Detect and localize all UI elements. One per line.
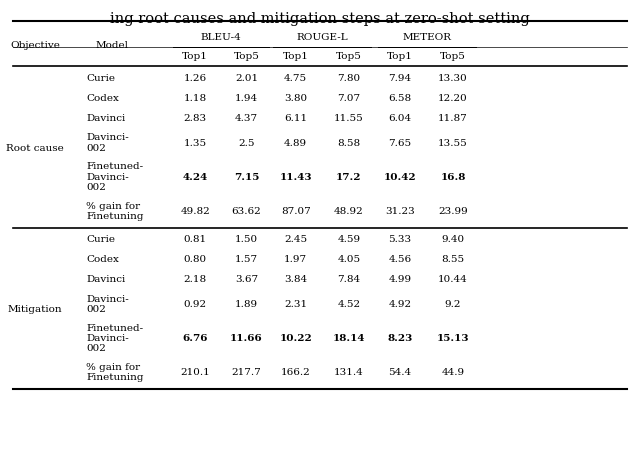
- Text: Codex: Codex: [86, 255, 119, 264]
- Text: 131.4: 131.4: [334, 368, 364, 377]
- Text: 16.8: 16.8: [440, 173, 466, 182]
- Text: Objective: Objective: [10, 41, 60, 49]
- Text: 17.2: 17.2: [336, 173, 362, 182]
- Text: 4.99: 4.99: [388, 275, 412, 284]
- Text: 44.9: 44.9: [442, 368, 465, 377]
- Text: 10.44: 10.44: [438, 275, 468, 284]
- Text: 1.35: 1.35: [184, 139, 207, 147]
- Text: 166.2: 166.2: [281, 368, 310, 377]
- Text: 4.52: 4.52: [337, 300, 360, 309]
- Text: Top5: Top5: [234, 53, 259, 61]
- Text: 15.13: 15.13: [437, 334, 469, 343]
- Text: 4.05: 4.05: [337, 255, 360, 264]
- Text: % gain for
Finetuning: % gain for Finetuning: [86, 202, 144, 221]
- Text: 4.92: 4.92: [388, 300, 412, 309]
- Text: 3.80: 3.80: [284, 94, 307, 103]
- Text: 49.82: 49.82: [180, 207, 210, 216]
- Text: Davinci: Davinci: [86, 275, 125, 284]
- Text: Top5: Top5: [440, 53, 466, 61]
- Text: 5.33: 5.33: [388, 236, 412, 244]
- Text: 6.76: 6.76: [182, 334, 208, 343]
- Text: 0.81: 0.81: [184, 236, 207, 244]
- Text: Model: Model: [95, 41, 129, 49]
- Text: 10.42: 10.42: [384, 173, 416, 182]
- Text: 7.94: 7.94: [388, 74, 412, 83]
- Text: 9.2: 9.2: [445, 300, 461, 309]
- Text: 7.84: 7.84: [337, 275, 360, 284]
- Text: 4.89: 4.89: [284, 139, 307, 147]
- Text: 6.11: 6.11: [284, 114, 307, 123]
- Text: 23.99: 23.99: [438, 207, 468, 216]
- Text: 87.07: 87.07: [281, 207, 310, 216]
- Text: 0.80: 0.80: [184, 255, 207, 264]
- Text: 2.01: 2.01: [235, 74, 258, 83]
- Text: 2.5: 2.5: [238, 139, 255, 147]
- Text: Root cause: Root cause: [6, 144, 64, 153]
- Text: 8.58: 8.58: [337, 139, 360, 147]
- Text: 1.97: 1.97: [284, 255, 307, 264]
- Text: 2.45: 2.45: [284, 236, 307, 244]
- Text: 3.84: 3.84: [284, 275, 307, 284]
- Text: Curie: Curie: [86, 236, 115, 244]
- Text: Codex: Codex: [86, 94, 119, 103]
- Text: 8.55: 8.55: [442, 255, 465, 264]
- Text: 8.23: 8.23: [387, 334, 413, 343]
- Text: % gain for
Finetuning: % gain for Finetuning: [86, 363, 144, 382]
- Text: Top1: Top1: [283, 53, 308, 61]
- Text: Davinci: Davinci: [86, 114, 125, 123]
- Text: 6.04: 6.04: [388, 114, 412, 123]
- Text: 217.7: 217.7: [232, 368, 261, 377]
- Text: Finetuned-
Davinci-
002: Finetuned- Davinci- 002: [86, 163, 143, 192]
- Text: 1.50: 1.50: [235, 236, 258, 244]
- Text: 4.24: 4.24: [182, 173, 208, 182]
- Text: 2.18: 2.18: [184, 275, 207, 284]
- Text: 1.94: 1.94: [235, 94, 258, 103]
- Text: 13.55: 13.55: [438, 139, 468, 147]
- Text: Curie: Curie: [86, 74, 115, 83]
- Text: 1.89: 1.89: [235, 300, 258, 309]
- Text: Mitigation: Mitigation: [8, 305, 63, 314]
- Text: 31.23: 31.23: [385, 207, 415, 216]
- Text: 12.20: 12.20: [438, 94, 468, 103]
- Text: 2.31: 2.31: [284, 300, 307, 309]
- Text: 6.58: 6.58: [388, 94, 412, 103]
- Text: 7.07: 7.07: [337, 94, 360, 103]
- Text: Top5: Top5: [336, 53, 362, 61]
- Text: Davinci-
002: Davinci- 002: [86, 134, 129, 153]
- Text: BLEU-4: BLEU-4: [200, 34, 241, 42]
- Text: 11.87: 11.87: [438, 114, 468, 123]
- Text: 11.66: 11.66: [230, 334, 263, 343]
- Text: METEOR: METEOR: [402, 34, 451, 42]
- Text: Finetuned-
Davinci-
002: Finetuned- Davinci- 002: [86, 324, 143, 353]
- Text: 1.57: 1.57: [235, 255, 258, 264]
- Text: 4.59: 4.59: [337, 236, 360, 244]
- Text: 1.18: 1.18: [184, 94, 207, 103]
- Text: 3.67: 3.67: [235, 275, 258, 284]
- Text: 11.43: 11.43: [280, 173, 312, 182]
- Text: 48.92: 48.92: [334, 207, 364, 216]
- Text: 9.40: 9.40: [442, 236, 465, 244]
- Text: 7.15: 7.15: [234, 173, 259, 182]
- Text: ing root causes and mitigation steps at zero-shot setting: ing root causes and mitigation steps at …: [110, 12, 530, 26]
- Text: 2.83: 2.83: [184, 114, 207, 123]
- Text: 0.92: 0.92: [184, 300, 207, 309]
- Text: 4.37: 4.37: [235, 114, 258, 123]
- Text: Top1: Top1: [387, 53, 413, 61]
- Text: 13.30: 13.30: [438, 74, 468, 83]
- Text: 1.26: 1.26: [184, 74, 207, 83]
- Text: 7.80: 7.80: [337, 74, 360, 83]
- Text: Top1: Top1: [182, 53, 208, 61]
- Text: Davinci-
002: Davinci- 002: [86, 295, 129, 314]
- Text: 4.75: 4.75: [284, 74, 307, 83]
- Text: 11.55: 11.55: [334, 114, 364, 123]
- Text: 210.1: 210.1: [180, 368, 210, 377]
- Text: 54.4: 54.4: [388, 368, 412, 377]
- Text: 4.56: 4.56: [388, 255, 412, 264]
- Text: ROUGE-L: ROUGE-L: [296, 34, 348, 42]
- Text: 18.14: 18.14: [333, 334, 365, 343]
- Text: 7.65: 7.65: [388, 139, 412, 147]
- Text: 63.62: 63.62: [232, 207, 261, 216]
- Text: 10.22: 10.22: [279, 334, 312, 343]
